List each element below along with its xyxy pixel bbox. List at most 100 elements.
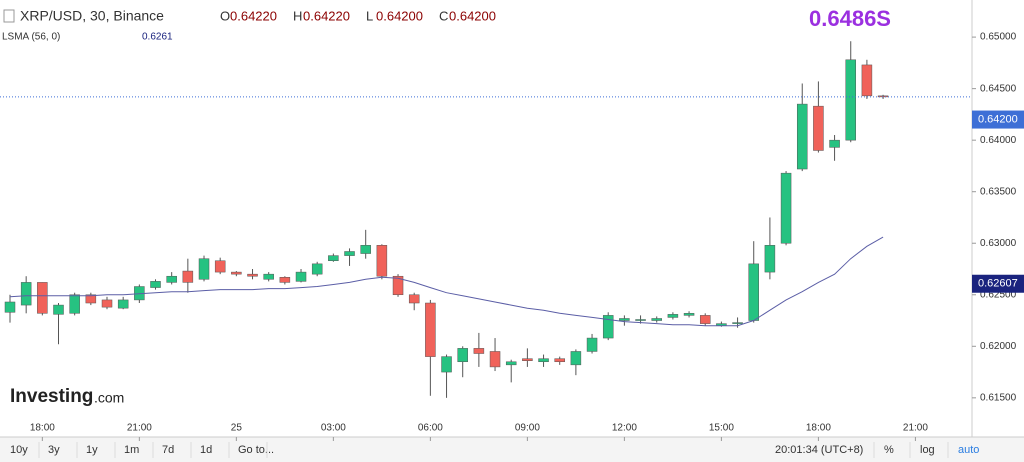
candle-body [764, 245, 776, 273]
candle-body [813, 105, 824, 151]
candle-body [376, 245, 388, 277]
candle-body [522, 358, 533, 361]
candle-body [635, 319, 646, 321]
candle-body [182, 270, 194, 283]
x-tick-label: 21:00 [903, 423, 928, 434]
price-tag [972, 274, 1024, 293]
logo-brand: Investing [10, 386, 93, 407]
candle-body [796, 103, 808, 170]
candle-body [247, 273, 258, 277]
candle-body [457, 348, 468, 363]
candle-body [732, 322, 743, 324]
candle-body [198, 258, 210, 280]
candle-body [861, 64, 873, 97]
candle-body [651, 318, 662, 321]
range-button[interactable]: 1d [200, 444, 212, 456]
x-tick-label: 15:00 [709, 423, 734, 434]
logo: Investing .com [10, 386, 124, 407]
candle-body [425, 302, 436, 357]
collapse-icon[interactable] [3, 9, 15, 23]
candle-body [37, 282, 48, 314]
annotation: 0.6486S [809, 6, 891, 31]
candle-body [328, 255, 339, 262]
candle-body [570, 351, 582, 366]
lsma-legend-value: 0.6261 [142, 32, 173, 43]
y-tick-label: 0.64000 [980, 135, 1017, 146]
candle-body [85, 294, 97, 304]
candle-body [619, 318, 630, 321]
option-button[interactable]: % [884, 444, 894, 456]
candle-body [473, 348, 485, 354]
y-tick-label: 0.65000 [980, 32, 1017, 43]
ohlc-value: 0.64200 [376, 8, 423, 23]
candle-body [101, 299, 113, 308]
ohlc-key: C [439, 8, 448, 23]
price-tag [972, 110, 1024, 129]
logo-suffix: .com [94, 390, 124, 406]
candle-body [441, 356, 452, 373]
ohlc-key: H [293, 8, 302, 23]
price-tag-label: 0.64200 [978, 113, 1018, 125]
candle-body [214, 260, 226, 273]
candle-body [489, 351, 501, 368]
candle-body [117, 299, 129, 309]
x-tick-label: 12:00 [612, 423, 637, 434]
candle-body [4, 301, 16, 313]
toolbar-bg [0, 437, 1024, 462]
candle-body [538, 358, 549, 363]
range-button[interactable]: 3y [48, 444, 60, 456]
candle-body [586, 337, 598, 352]
lsma-line [9, 236, 884, 327]
ohlc-key: O [220, 8, 230, 23]
candle-body [311, 263, 323, 275]
candle-body [360, 245, 371, 254]
lsma-legend: LSMA (56, 0) [2, 32, 60, 43]
range-button[interactable]: 1y [86, 444, 98, 456]
y-tick-label: 0.62000 [980, 341, 1017, 352]
candle-body [780, 172, 792, 244]
range-button[interactable]: Go to... [238, 444, 274, 456]
chart-title: XRP/USD, 30, Binance [20, 8, 164, 24]
candle-body [877, 95, 889, 98]
range-button[interactable]: 10y [10, 444, 28, 456]
candle-body [69, 294, 80, 314]
candle-body [20, 282, 32, 306]
candle-body [166, 275, 177, 283]
y-tick-label: 0.64500 [980, 83, 1017, 94]
clock: 20:01:34 (UTC+8) [775, 444, 863, 456]
ohlc-value: 0.64200 [449, 8, 496, 23]
x-tick-label: 18:00 [806, 423, 831, 434]
x-tick-label: 03:00 [321, 423, 346, 434]
y-tick-label: 0.61500 [980, 392, 1017, 403]
x-tick-label: 18:00 [30, 423, 55, 434]
option-button[interactable]: auto [958, 444, 979, 456]
candle-body [263, 273, 274, 280]
candle-body [748, 263, 759, 321]
candle-body [554, 358, 565, 363]
candle-body [683, 313, 695, 316]
price-tag-label: 0.62607 [978, 278, 1018, 290]
candle-body [279, 276, 291, 283]
candle-body [829, 139, 840, 148]
option-button[interactable]: log [920, 444, 935, 456]
y-tick-label: 0.63500 [980, 186, 1017, 197]
candle-body [699, 315, 711, 324]
y-tick-label: 0.62500 [980, 289, 1017, 300]
candle-body [392, 275, 404, 296]
range-button[interactable]: 7d [162, 444, 174, 456]
candle-body [150, 281, 161, 288]
ohlc-value: 0.64220 [230, 8, 277, 23]
range-button[interactable]: 1m [124, 444, 139, 456]
x-tick-label: 06:00 [418, 423, 443, 434]
candle-body [408, 294, 420, 304]
x-tick-label: 21:00 [127, 423, 152, 434]
candle-body [53, 304, 64, 315]
candle-body [231, 271, 242, 275]
candle-body [602, 315, 614, 339]
x-tick-label: 09:00 [515, 423, 540, 434]
candle-body [667, 314, 679, 318]
candle-body [295, 271, 307, 282]
y-tick-label: 0.63000 [980, 238, 1017, 249]
x-tick-label: 25 [231, 423, 243, 434]
